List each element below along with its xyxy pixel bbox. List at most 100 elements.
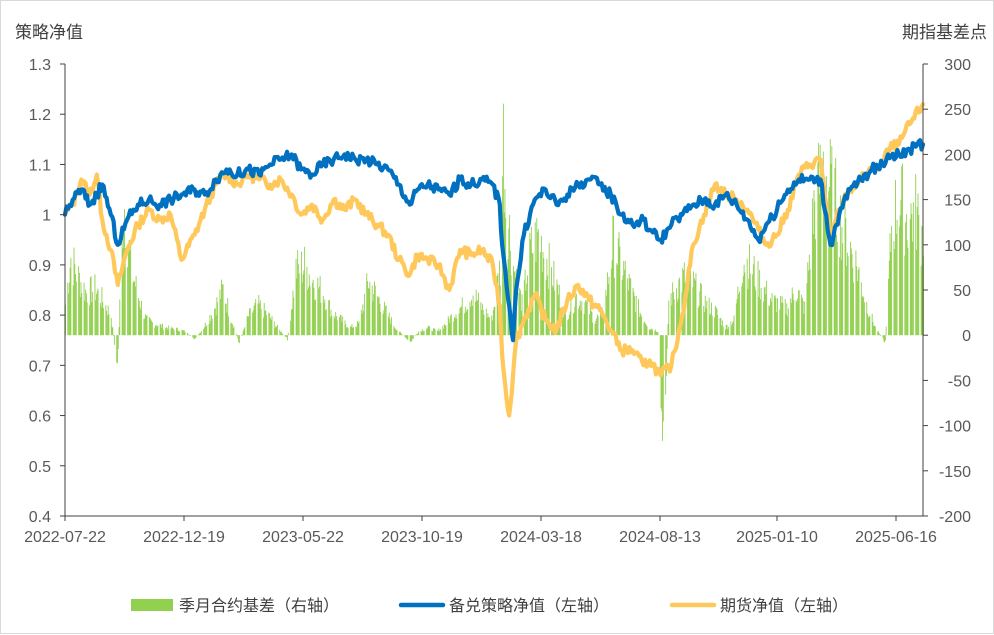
right-tick-label: -150 xyxy=(939,464,971,481)
basis-bar xyxy=(188,334,190,336)
basis-bar xyxy=(148,317,150,336)
x-tick-label: 2024-03-18 xyxy=(500,529,582,546)
basis-bar xyxy=(784,299,786,336)
basis-bar xyxy=(817,162,819,336)
basis-bar xyxy=(291,308,293,336)
basis-bar xyxy=(845,218,847,336)
basis-bar xyxy=(144,318,146,336)
basis-bar xyxy=(676,288,677,336)
basis-bar xyxy=(786,303,788,336)
basis-bar xyxy=(823,197,825,336)
basis-bar xyxy=(445,325,447,336)
basis-bar xyxy=(519,288,521,336)
basis-bar xyxy=(377,297,379,336)
legend-swatch-basis xyxy=(131,599,173,611)
basis-bar xyxy=(551,267,552,336)
basis-bar xyxy=(709,315,711,336)
basis-bar xyxy=(389,319,391,336)
basis-bar xyxy=(331,315,333,336)
basis-bar xyxy=(460,307,462,336)
basis-bar xyxy=(352,327,354,336)
basis-bar xyxy=(304,246,306,336)
basis-bar xyxy=(155,325,157,336)
basis-bar xyxy=(808,270,809,336)
basis-bar xyxy=(627,290,629,336)
basis-bar xyxy=(671,305,673,336)
basis-bar xyxy=(694,280,696,336)
basis-bar xyxy=(224,303,226,336)
basis-bar xyxy=(896,219,898,336)
basis-bar xyxy=(459,308,461,336)
basis-bar xyxy=(605,289,607,336)
basis-bar xyxy=(216,297,218,336)
basis-bar xyxy=(492,310,494,336)
basis-bar xyxy=(488,316,490,336)
basis-bar xyxy=(509,215,511,336)
basis-bar xyxy=(266,315,268,336)
basis-bar xyxy=(426,329,427,336)
basis-bar xyxy=(597,315,599,336)
basis-bar xyxy=(627,278,629,336)
basis-bar xyxy=(530,239,532,336)
basis-bar xyxy=(228,316,229,336)
basis-bar xyxy=(204,322,206,336)
basis-bar xyxy=(469,301,471,336)
basis-bar xyxy=(117,335,118,364)
basis-bar xyxy=(727,328,729,336)
basis-bar xyxy=(603,317,604,336)
basis-bar xyxy=(257,303,259,336)
basis-bar xyxy=(624,260,626,336)
basis-bar xyxy=(874,325,875,336)
basis-bar xyxy=(162,329,164,336)
basis-bar xyxy=(315,299,316,336)
basis-bar xyxy=(302,274,304,336)
basis-bar xyxy=(561,312,563,336)
basis-bar xyxy=(828,191,830,336)
basis-bar xyxy=(613,277,615,336)
basis-bar xyxy=(308,287,309,336)
basis-bar xyxy=(210,315,212,336)
basis-bar xyxy=(78,266,80,336)
basis-bar xyxy=(221,279,222,336)
basis-bar xyxy=(132,282,134,336)
basis-bar xyxy=(271,316,273,336)
basis-bar xyxy=(695,273,697,336)
basis-bar xyxy=(534,222,536,336)
basis-bar xyxy=(418,331,420,336)
basis-bar xyxy=(720,317,722,336)
basis-bar xyxy=(319,276,321,336)
basis-bar xyxy=(281,333,283,336)
basis-bar xyxy=(353,327,354,336)
basis-bar xyxy=(638,317,640,336)
basis-bar xyxy=(551,285,553,336)
basis-bar xyxy=(697,307,699,336)
basis-bar xyxy=(214,308,216,336)
basis-bar xyxy=(619,246,621,336)
basis-bar xyxy=(911,214,913,336)
basis-bar xyxy=(311,282,313,336)
basis-bar xyxy=(764,286,766,336)
basis-bar xyxy=(214,308,215,336)
basis-bar xyxy=(895,233,897,336)
axes: 0.4 0.5 0.6 0.7 0.8 0.9 1 1.1 1.2 1.3 -200 -150 -100… xyxy=(24,57,971,546)
basis-bar xyxy=(105,305,107,336)
basis-bar xyxy=(867,317,869,336)
right-tick-label: -200 xyxy=(939,509,971,526)
basis-bar xyxy=(771,293,773,336)
basis-bar xyxy=(757,260,759,336)
basis-bar xyxy=(814,201,816,336)
basis-bar xyxy=(753,256,755,336)
basis-bar xyxy=(746,258,748,336)
basis-bar xyxy=(851,253,853,336)
basis-bar xyxy=(208,324,210,336)
basis-bar xyxy=(808,254,810,336)
basis-bar xyxy=(803,313,805,336)
basis-bar xyxy=(377,296,379,336)
basis-bar xyxy=(850,248,852,336)
basis-bar xyxy=(110,318,112,336)
basis-bar xyxy=(829,186,830,336)
basis-bar xyxy=(679,277,681,336)
basis-bar xyxy=(384,301,386,336)
basis-bar xyxy=(485,308,487,336)
basis-bar xyxy=(530,226,532,336)
